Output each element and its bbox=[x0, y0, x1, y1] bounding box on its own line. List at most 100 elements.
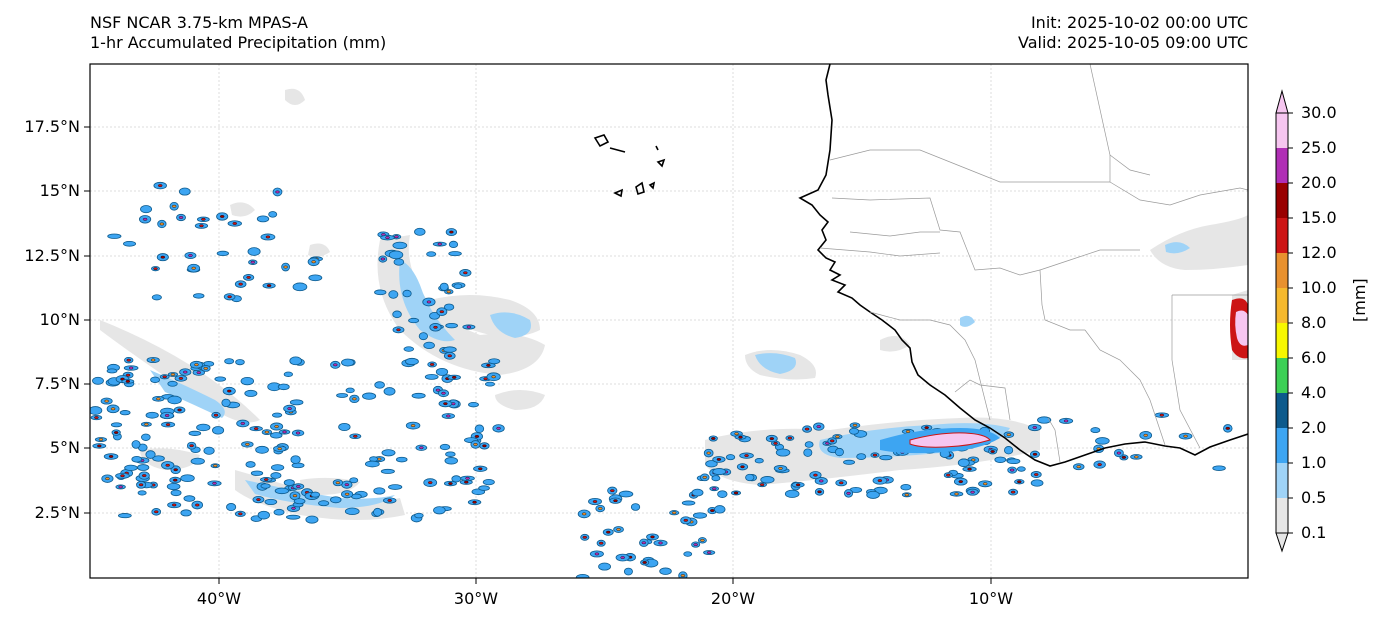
precip-cell-core bbox=[426, 300, 432, 304]
precip-cell-core bbox=[700, 538, 705, 542]
precip-cell bbox=[137, 464, 150, 471]
precip-cell-core bbox=[710, 509, 715, 512]
precip-cell-core bbox=[924, 426, 929, 430]
precip-cell-core bbox=[711, 437, 716, 440]
cb-tick-30: 30.0 bbox=[1301, 103, 1337, 122]
colorbar-segment bbox=[1276, 218, 1288, 253]
cb-tick-4: 4.0 bbox=[1301, 383, 1327, 402]
precip-cell-core bbox=[482, 444, 487, 448]
lon-tick-20w: 20°W bbox=[710, 589, 756, 608]
precip-cell-core bbox=[1063, 419, 1069, 423]
precip-cell bbox=[140, 205, 153, 214]
precip-cell-core bbox=[650, 535, 655, 539]
precip-cell-core bbox=[333, 363, 338, 367]
precip-cell bbox=[270, 432, 283, 439]
precip-cell bbox=[374, 381, 385, 389]
precip-cell-core bbox=[118, 485, 123, 489]
precip-cell-core bbox=[967, 467, 972, 471]
precip-cell-core bbox=[144, 422, 149, 426]
precip-cell-core bbox=[159, 222, 165, 226]
precip-cell-core bbox=[1225, 426, 1230, 430]
precip-cell bbox=[1016, 466, 1026, 472]
precip-cell bbox=[131, 440, 141, 449]
precip-cell bbox=[338, 422, 351, 431]
precip-cell bbox=[393, 258, 405, 266]
precip-cell bbox=[373, 507, 383, 517]
precip-cell bbox=[879, 454, 893, 461]
precip-cell-core bbox=[410, 424, 416, 427]
precip-cell bbox=[330, 496, 342, 504]
precip-cell bbox=[623, 567, 633, 576]
precip-cell-core bbox=[165, 423, 171, 427]
precip-cell bbox=[274, 487, 289, 495]
precip-cell bbox=[291, 462, 305, 469]
precip-cell bbox=[226, 503, 237, 512]
precip-cell-core bbox=[265, 235, 271, 239]
precip-cell-core bbox=[451, 375, 457, 379]
precip-cell bbox=[1090, 427, 1101, 434]
precip-cell-core bbox=[437, 242, 442, 246]
precip-cell-core bbox=[160, 255, 166, 259]
country-borders bbox=[819, 64, 1248, 463]
lat-tick-7-5: 7.5°N bbox=[34, 374, 80, 393]
precip-cell-core bbox=[1006, 433, 1012, 437]
precip-cell-core bbox=[658, 541, 663, 545]
precip-cell bbox=[439, 282, 449, 291]
precip-cell-core bbox=[429, 363, 435, 366]
precip-cell bbox=[448, 240, 459, 249]
precip-cell-core bbox=[813, 473, 818, 477]
precip-cell-core bbox=[311, 260, 316, 264]
init-time: Init: 2025-10-02 00:00 UTC bbox=[1030, 13, 1248, 32]
precip-cell-core bbox=[128, 366, 134, 370]
precip-cell-core bbox=[1159, 413, 1165, 417]
precip-cell-core bbox=[1097, 463, 1102, 466]
precip-cell-core bbox=[138, 483, 144, 487]
precip-cell bbox=[843, 459, 856, 465]
precip-cell bbox=[260, 483, 271, 489]
precip-cell bbox=[691, 488, 704, 497]
precip-cell bbox=[180, 509, 192, 517]
precip-cell-core bbox=[245, 442, 250, 446]
precip-cell bbox=[444, 457, 458, 465]
precip-cell-core bbox=[94, 416, 99, 419]
precip-cell-core bbox=[98, 438, 104, 441]
precip-cell bbox=[681, 500, 696, 506]
precip-cell-core bbox=[1017, 480, 1022, 484]
precip-cell-core bbox=[173, 478, 178, 482]
cb-tick-20: 20.0 bbox=[1301, 173, 1337, 192]
precip-cell bbox=[212, 426, 225, 435]
precip-cell-core bbox=[486, 363, 491, 367]
precip-cell-core bbox=[238, 512, 243, 516]
precip-cell bbox=[408, 317, 420, 324]
precip-cell bbox=[270, 464, 285, 471]
colorbar-segment bbox=[1276, 358, 1288, 393]
convective-cells bbox=[90, 181, 1233, 578]
precip-cell-core bbox=[819, 479, 824, 483]
precip-cell-core bbox=[173, 468, 178, 472]
precip-cell-core bbox=[274, 425, 279, 428]
precip-cell-core bbox=[598, 541, 604, 545]
precip-cell bbox=[137, 490, 147, 496]
precip-cell bbox=[423, 341, 435, 350]
cb-tick-2: 2.0 bbox=[1301, 418, 1327, 437]
precip-cell bbox=[268, 211, 278, 218]
precip-cell-core bbox=[171, 204, 177, 208]
precip-cell bbox=[388, 484, 403, 490]
precip-cell bbox=[443, 303, 455, 311]
precip-cell-core bbox=[296, 485, 301, 488]
precip-cell-core bbox=[433, 325, 438, 329]
precip-cell bbox=[170, 489, 182, 497]
precip-cell bbox=[957, 458, 970, 468]
precip-cell-core bbox=[292, 494, 298, 498]
precip-cell-core bbox=[970, 490, 975, 494]
precip-cell-core bbox=[671, 511, 677, 515]
precip-cell bbox=[411, 392, 426, 399]
map-frame bbox=[89, 63, 1249, 579]
precip-cell-core bbox=[1134, 455, 1139, 459]
precip-cell bbox=[712, 468, 727, 476]
precip-cell-core bbox=[496, 426, 501, 430]
precip-cell-core bbox=[1076, 465, 1081, 469]
precip-cell bbox=[994, 456, 1007, 463]
precip-cell-core bbox=[872, 453, 878, 457]
precip-cell-core bbox=[830, 439, 835, 443]
